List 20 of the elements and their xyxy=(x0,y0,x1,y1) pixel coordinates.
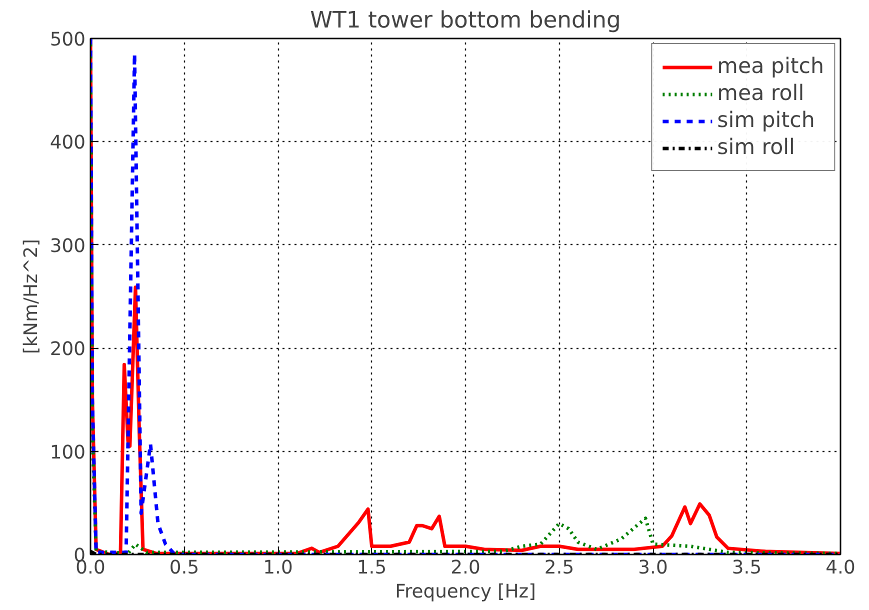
x-tick-label: 0.5 xyxy=(169,558,200,578)
x-tick-label: 3.5 xyxy=(732,558,762,578)
legend-label: mea roll xyxy=(717,81,804,106)
y-tick-label: 300 xyxy=(50,236,86,257)
y-axis-title: [kNm/Hz^2] xyxy=(20,238,42,354)
y-tick-label: 100 xyxy=(50,442,86,464)
y-tick-label: 400 xyxy=(50,132,86,154)
x-tick-label: 4.0 xyxy=(826,558,856,578)
x-tick-label: 1.5 xyxy=(356,558,387,578)
x-axis-title: Frequency [Hz] xyxy=(395,582,536,602)
chart-title: WT1 tower bottom bending xyxy=(310,8,621,34)
x-tick-label: 1.0 xyxy=(263,558,293,578)
y-tick-label: 500 xyxy=(50,30,86,50)
x-tick-label: 2.5 xyxy=(544,558,574,578)
y-tick-label: 200 xyxy=(50,339,86,360)
legend-label: sim roll xyxy=(717,135,795,160)
legend-label: sim pitch xyxy=(717,108,815,133)
legend-label: mea pitch xyxy=(717,54,824,79)
x-tick-label: 3.0 xyxy=(638,558,668,578)
x-tick-label: 2.0 xyxy=(450,558,480,578)
